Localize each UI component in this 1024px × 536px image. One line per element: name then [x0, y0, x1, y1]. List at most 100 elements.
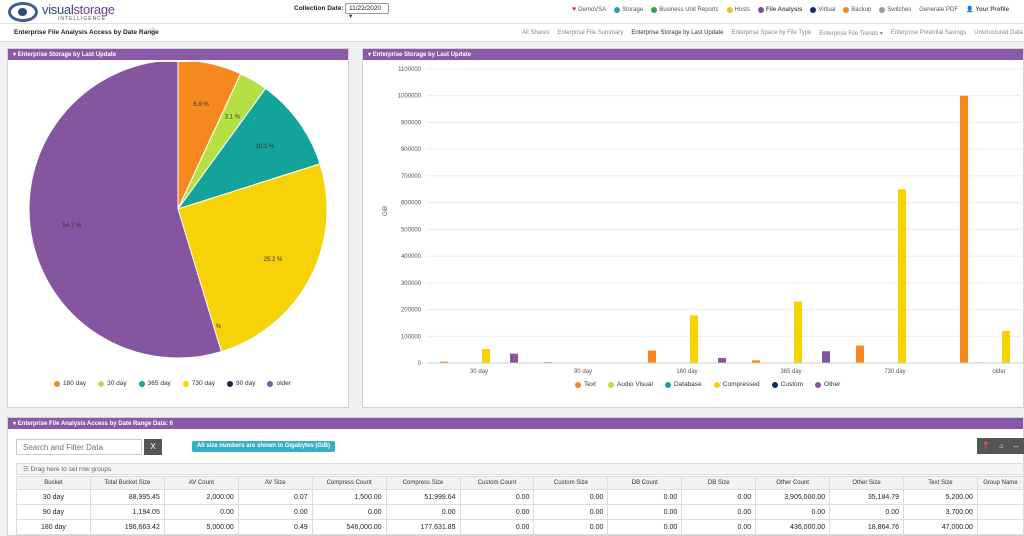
nav-item-8[interactable]: Generate PDF [919, 6, 958, 13]
home-icon[interactable]: ⌂ [999, 442, 1004, 450]
bar-5-0[interactable] [510, 353, 518, 363]
table-cell: 0.00 [459, 519, 535, 535]
nav-item-1[interactable]: Storage [614, 6, 643, 13]
nav-item-2[interactable]: Business Unit Reports [651, 6, 719, 13]
pie-panel: ▾ Enterprise Storage by Last Update 6.9 … [7, 48, 349, 408]
table-cell: 0.00 [607, 519, 683, 535]
tab-5[interactable]: Enterprise Potential Savings [890, 30, 967, 36]
bar-0-0[interactable] [440, 361, 448, 363]
bar-legend-item-5[interactable]: Other [815, 381, 840, 388]
column-header[interactable]: Bucket [16, 476, 91, 490]
bar-5-2[interactable] [718, 357, 726, 363]
business-icon [651, 6, 658, 13]
table-row[interactable]: 90 day 1,194.05 0.00 0.00 0.00 0.00 0.00 0.00 0.… [16, 504, 1024, 520]
table-row[interactable]: 180 day 196,663.42 5,000.00 0.49 546,000.00 1… [16, 519, 1024, 535]
nav-item-4[interactable]: File Analysis [757, 6, 802, 13]
collection-date-select[interactable]: 11/22/2020 ▾ [345, 3, 389, 20]
column-header[interactable]: Custom Count [459, 476, 535, 490]
bar-5-3[interactable] [822, 351, 830, 363]
column-header[interactable]: DB Count [607, 476, 683, 490]
table-cell: 5,000.00 [163, 519, 239, 535]
bar-3-4[interactable] [898, 189, 906, 363]
pie-legend-item-1[interactable]: 30 day [98, 380, 127, 387]
bar-legend-item-2[interactable]: Database [664, 381, 702, 388]
column-header[interactable]: Total Bucket Size [89, 476, 165, 490]
tab-0[interactable]: All Shares [522, 30, 550, 36]
bar-0-2[interactable] [648, 350, 656, 363]
pie-panel-header[interactable]: ▾ Enterprise Storage by Last Update [8, 49, 348, 60]
nav-item-3[interactable]: Hosts [726, 6, 750, 13]
legend-label: 365 day [147, 380, 171, 387]
pie-legend-item-0[interactable]: 180 day [54, 380, 86, 387]
nav-item-7[interactable]: Switches [879, 6, 911, 13]
bar-0-5[interactable] [960, 95, 968, 364]
bar-panel-title: Enterprise Storage by Last Update [372, 52, 472, 58]
bar-0-4[interactable] [856, 345, 864, 363]
table-cell [976, 489, 1024, 505]
bar-legend-item-0[interactable]: Text [575, 381, 596, 388]
app-logo[interactable]: visualstorage INTELLIGENCE [6, 1, 146, 23]
tab-3[interactable]: Enterprise Space by File Type [731, 30, 812, 36]
pie-legend-item-3[interactable]: 730 day [182, 380, 215, 387]
column-header[interactable]: Custom Size [533, 476, 609, 490]
resize-icon[interactable]: ↔ [1012, 442, 1020, 450]
y-tick-label: 1000000 [398, 94, 422, 100]
nav-item-0[interactable]: ♥ DemoVSA [572, 6, 606, 13]
favorite-star-icon[interactable]: ☆ [149, 25, 158, 35]
table-row[interactable]: 30 day 88,995.45 2,000.00 0.07 1,500.00 51,99… [16, 489, 1024, 505]
pie-legend-item-5[interactable]: older [267, 380, 291, 387]
bar-0-3[interactable] [752, 360, 760, 363]
x-tick-label: 90 day [574, 369, 592, 375]
logo-text: visualstorage [42, 2, 115, 17]
column-header[interactable]: Other Size [829, 476, 904, 490]
bar-legend-item-1[interactable]: Audio Visual [607, 381, 653, 388]
tab-2[interactable]: Enterprise Storage by Last Update [631, 30, 724, 36]
nav-item-9[interactable]: 👤 Your Profile [966, 6, 1010, 14]
bar-3-0[interactable] [482, 349, 490, 363]
legend-label: Text [584, 381, 596, 388]
bar-legend-item-3[interactable]: Compressed [713, 381, 760, 388]
bar-panel-header[interactable]: ▾ Enterprise Storage by Last Update [363, 49, 1023, 60]
bar-3-2[interactable] [690, 315, 698, 363]
legend-dot-icon [182, 380, 189, 387]
bar-3-3[interactable] [794, 301, 802, 363]
column-header[interactable]: Compress Size [385, 476, 461, 490]
grid-panel-header[interactable]: ▾ Enterprise File Analysis Access by Dat… [8, 418, 1023, 429]
column-header[interactable]: AV Count [163, 476, 239, 490]
tab-6[interactable]: Unstructured Data [974, 30, 1023, 36]
column-header[interactable]: Text Size [903, 476, 978, 490]
nav-label: Hosts [734, 6, 750, 13]
column-header[interactable]: DB Size [681, 476, 757, 490]
pie-slice-5[interactable] [28, 62, 222, 359]
table-cell: 0.49 [237, 519, 313, 535]
nav-item-5[interactable]: Virtual [810, 6, 835, 13]
pin-icon[interactable]: 📍 [981, 443, 991, 450]
table-cell: 47,000.00 [903, 519, 978, 535]
x-tick-label: 30 day [470, 369, 488, 375]
clear-search-button[interactable]: X [144, 439, 162, 455]
bar-legend-item-4[interactable]: Custom [771, 381, 803, 388]
nav-item-6[interactable]: Backup [843, 6, 871, 13]
row-group-drop-zone[interactable]: ☷ Drag here to set row groups [16, 463, 1024, 475]
table-cell: 0.00 [237, 504, 313, 520]
column-header[interactable]: Compress Count [311, 476, 387, 490]
legend-label: Audio Visual [616, 381, 653, 388]
pie-legend-item-2[interactable]: 365 day [138, 380, 171, 387]
column-header[interactable]: Other Count [755, 476, 831, 490]
table-cell: 0.00 [681, 489, 757, 505]
tab-4[interactable]: Enterprise File Trends ▾ [819, 31, 883, 37]
table-cell: 18,864.76 [829, 519, 904, 535]
pie-legend-item-4[interactable]: 90 day [226, 380, 255, 387]
grid-panel-title: Enterprise File Analysis Access by Date … [17, 421, 173, 427]
search-input[interactable] [16, 439, 142, 455]
pie-slice-3[interactable] [177, 163, 328, 353]
table-cell: 2,000.00 [163, 489, 239, 505]
y-tick-label: 200000 [401, 308, 422, 314]
y-tick-label: 1100000 [398, 67, 422, 73]
column-header[interactable]: AV Size [237, 476, 313, 490]
pie-slice-2[interactable] [176, 87, 321, 210]
nav-label: Your Profile [975, 6, 1010, 13]
tab-1[interactable]: Enterprise File Summary [557, 30, 624, 36]
bar-3-5[interactable] [1002, 330, 1010, 363]
column-header[interactable]: Group Name [976, 476, 1024, 490]
